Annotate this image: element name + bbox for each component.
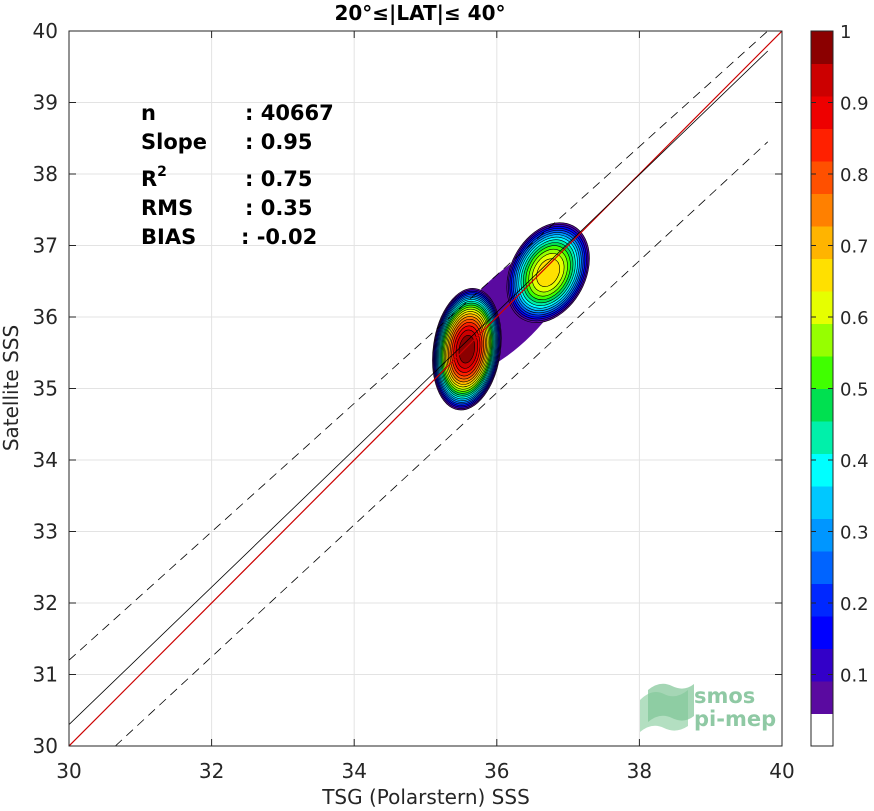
x-tick-label: 40 <box>769 759 794 783</box>
colorbar-tick-label: 0.3 <box>840 523 869 544</box>
smos-pi-mep-logo: smos pi-mep <box>640 683 776 732</box>
lobe-secondary-level-14 <box>536 258 560 287</box>
stat-slope-label: Slope <box>141 130 207 154</box>
colorbar-segment <box>811 648 833 682</box>
y-axis-label: Satellite SSS <box>0 325 23 451</box>
stat-n-value: : 40667 <box>245 101 334 125</box>
colorbar-segment <box>811 291 833 324</box>
colorbar-tick-label: 0.5 <box>840 380 869 401</box>
y-tick-label: 36 <box>33 305 58 329</box>
x-tick-label: 30 <box>56 759 81 783</box>
y-tick-label: 34 <box>33 448 58 472</box>
logo-line1: smos <box>694 684 755 708</box>
x-tick-label: 34 <box>341 759 366 783</box>
identity-line <box>69 31 782 746</box>
axis-ticks: 30 32 34 36 38 40 30 31 32 33 34 35 36 37 38 39 40 <box>33 19 795 783</box>
regression-line <box>69 50 769 725</box>
density-contours <box>432 222 590 411</box>
colorbar-tick-label: 0.6 <box>840 308 869 329</box>
upper-bound-line <box>69 31 769 661</box>
colorbar-tick-label: 0.2 <box>840 594 869 615</box>
stat-r2-value: : 0.75 <box>245 167 313 191</box>
y-tick-label: 32 <box>33 591 58 615</box>
colorbar-segment <box>811 258 833 292</box>
colorbar-segment <box>811 96 833 129</box>
colorbar-segment <box>811 421 833 454</box>
lower-bound-line <box>115 141 769 746</box>
stat-bias-value: : -0.02 <box>241 225 317 249</box>
logo-wave-icon-2 <box>648 683 694 722</box>
stat-slope-value: : 0.95 <box>245 130 313 154</box>
x-tick-label: 32 <box>199 759 224 783</box>
colorbar-tick-label: 0.9 <box>840 94 869 115</box>
colorbar-segment <box>811 583 833 617</box>
colorbar <box>811 31 833 747</box>
stat-r2-label: R2 <box>141 164 167 191</box>
colorbar-segment <box>811 323 833 357</box>
y-tick-label: 35 <box>33 377 58 401</box>
colorbar-segment <box>811 616 833 649</box>
colorbar-segment <box>811 31 833 64</box>
colorbar-segment <box>811 551 833 584</box>
colorbar-tick-label: 0.8 <box>840 165 869 186</box>
y-tick-label: 39 <box>33 91 58 115</box>
stat-bias-label: BIAS <box>141 225 196 249</box>
y-tick-label: 31 <box>33 663 58 687</box>
colorbar-segment <box>811 518 833 552</box>
colorbar-segment <box>811 453 833 487</box>
stat-n-label: n <box>141 101 156 125</box>
colorbar-segment <box>811 161 833 194</box>
colorbar-segment <box>811 486 833 519</box>
x-axis-label: TSG (Polarstern) SSS <box>321 785 530 809</box>
stat-rms-label: RMS <box>141 196 193 220</box>
colorbar-segment <box>811 713 833 747</box>
colorbar-tick-label: 1 <box>840 22 851 43</box>
reference-lines <box>69 31 782 746</box>
y-tick-label: 37 <box>33 234 58 258</box>
x-tick-label: 36 <box>484 759 509 783</box>
colorbar-tick-label: 0.1 <box>840 666 869 687</box>
logo-line2: pi-mep <box>694 707 776 731</box>
colorbar-segment <box>811 128 833 162</box>
grid-lines <box>68 30 783 747</box>
colorbar-segment <box>811 63 833 97</box>
colorbar-tick-label: 0.7 <box>840 237 869 258</box>
y-tick-label: 38 <box>33 162 58 186</box>
y-tick-label: 40 <box>33 19 58 43</box>
y-tick-label: 33 <box>33 520 58 544</box>
colorbar-tick-label: 0.4 <box>840 451 869 472</box>
colorbar-segment <box>811 356 833 389</box>
colorbar-segment <box>811 226 833 259</box>
colorbar-segment <box>811 388 833 422</box>
stat-rms-value: : 0.35 <box>245 196 313 220</box>
colorbar-segment <box>811 193 833 227</box>
x-tick-label: 38 <box>627 759 652 783</box>
stats-panel: n : 40667 Slope : 0.95 R2 : 0.75 RMS : 0… <box>141 101 334 249</box>
colorbar-segment <box>811 681 833 714</box>
chart-title: 20°≤|LAT|≤ 40° <box>334 1 505 25</box>
y-tick-label: 30 <box>33 734 58 758</box>
colorbar-ticks: 1 0.9 0.8 0.7 0.6 0.5 0.4 0.3 0.2 0.1 <box>811 22 869 687</box>
